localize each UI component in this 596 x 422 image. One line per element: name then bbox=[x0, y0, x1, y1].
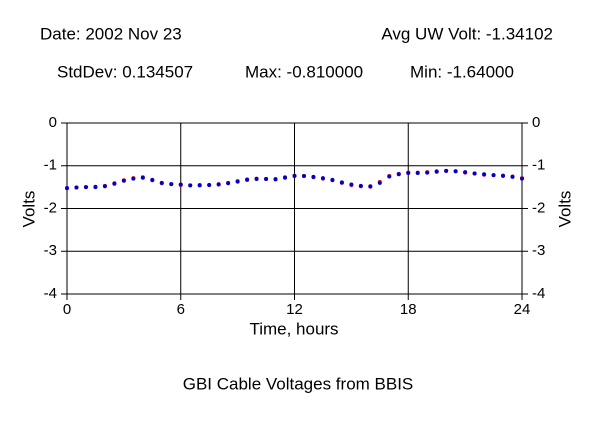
data-point bbox=[140, 175, 145, 180]
y-tick-label: -2 bbox=[44, 199, 57, 216]
data-point bbox=[311, 174, 316, 179]
data-point bbox=[216, 182, 221, 187]
y-tick-label: 0 bbox=[49, 114, 57, 131]
data-point bbox=[273, 177, 278, 182]
data-point bbox=[178, 182, 183, 187]
annotation: StdDev: 0.134507 bbox=[57, 62, 193, 81]
y2-tick-label: -3 bbox=[532, 242, 545, 259]
data-point bbox=[245, 177, 250, 182]
data-point bbox=[463, 170, 468, 175]
annotation: Min: -1.64000 bbox=[410, 62, 514, 81]
data-point bbox=[520, 176, 524, 181]
x-tick-label: 0 bbox=[63, 301, 71, 318]
data-point bbox=[482, 172, 487, 177]
y-tick-label: -4 bbox=[44, 285, 57, 302]
data-point bbox=[254, 177, 259, 182]
data-point bbox=[83, 185, 88, 190]
x-axis-label: Time, hours bbox=[249, 319, 338, 338]
chart-title: GBI Cable Voltages from BBIS bbox=[183, 374, 414, 393]
data-point bbox=[235, 179, 240, 184]
data-point bbox=[159, 180, 164, 185]
annotation: Avg UW Volt: -1.34102 bbox=[381, 24, 553, 43]
data-point bbox=[501, 173, 506, 178]
y2-axis-label: Volts bbox=[555, 191, 574, 228]
data-point bbox=[131, 176, 136, 181]
data-point bbox=[330, 177, 335, 182]
data-point bbox=[169, 182, 174, 187]
data-point bbox=[65, 185, 69, 190]
y2-tick-label: -4 bbox=[532, 285, 545, 302]
data-point bbox=[207, 182, 212, 187]
data-point bbox=[339, 180, 344, 185]
data-point bbox=[415, 171, 420, 176]
data-point bbox=[121, 178, 126, 183]
y2-tick-label: 0 bbox=[532, 114, 540, 131]
data-point bbox=[510, 174, 515, 179]
data-point bbox=[434, 169, 439, 174]
y-tick-label: -1 bbox=[44, 157, 57, 174]
data-point bbox=[112, 181, 117, 186]
data-point bbox=[425, 170, 430, 175]
y-tick-label: -3 bbox=[44, 242, 57, 259]
data-point bbox=[368, 184, 373, 189]
data-point bbox=[264, 177, 269, 182]
annotation: Date: 2002 Nov 23 bbox=[40, 24, 182, 43]
data-point bbox=[102, 184, 107, 189]
y2-tick-label: -1 bbox=[532, 157, 545, 174]
data-point bbox=[377, 180, 382, 185]
data-point bbox=[74, 185, 79, 190]
data-point bbox=[491, 173, 496, 178]
x-tick-label: 24 bbox=[514, 301, 531, 318]
data-point bbox=[472, 171, 477, 176]
data-point bbox=[444, 168, 449, 173]
x-tick-label: 6 bbox=[177, 301, 185, 318]
data-point bbox=[188, 183, 193, 188]
y-axis-label: Volts bbox=[19, 191, 38, 228]
data-point bbox=[292, 174, 297, 179]
data-point bbox=[387, 174, 392, 179]
data-point bbox=[93, 185, 98, 190]
data-point bbox=[358, 183, 363, 188]
annotation: Max: -0.810000 bbox=[245, 62, 363, 81]
data-point bbox=[320, 176, 325, 181]
y2-tick-label: -2 bbox=[532, 199, 545, 216]
x-tick-label: 18 bbox=[400, 301, 417, 318]
data-point bbox=[406, 171, 411, 176]
x-tick-label: 12 bbox=[286, 301, 303, 318]
data-point bbox=[283, 175, 288, 180]
data-point bbox=[226, 181, 231, 186]
data-point bbox=[301, 174, 306, 179]
data-point bbox=[197, 183, 202, 188]
data-point bbox=[150, 177, 155, 182]
data-point bbox=[349, 182, 354, 187]
data-point bbox=[396, 172, 401, 177]
data-point bbox=[453, 169, 458, 174]
